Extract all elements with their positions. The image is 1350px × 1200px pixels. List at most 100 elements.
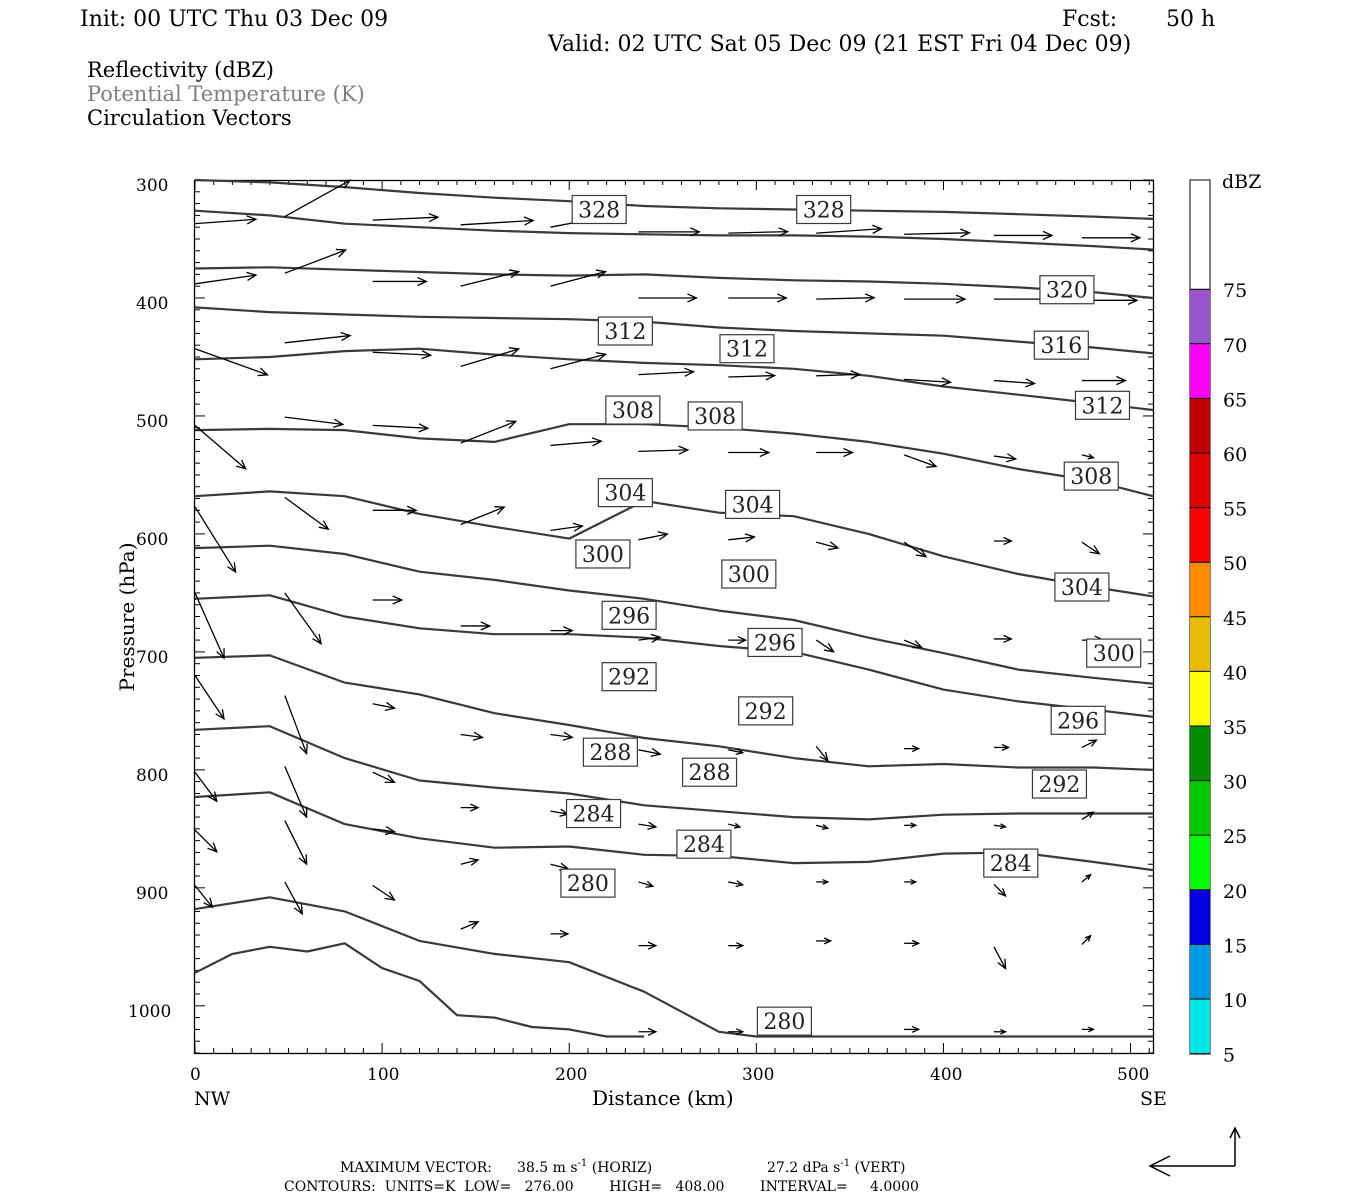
y-tick-700: 700 <box>136 648 168 668</box>
contour-label: 328 <box>571 194 627 225</box>
circulation-vector <box>460 506 506 526</box>
colorbar-label-30: 30 <box>1223 772 1247 794</box>
contour-label: 308 <box>687 401 743 431</box>
svg-text:308: 308 <box>612 399 654 424</box>
circulation-vector <box>728 822 742 829</box>
contour-label: 284 <box>676 829 732 859</box>
colorbar-segment-60 <box>1190 398 1210 453</box>
max-vector-horiz: 38.5 m s-1 (HORIZ) <box>517 1158 652 1176</box>
circulation-vector <box>284 766 308 819</box>
circulation-vector <box>1081 375 1127 386</box>
colorbar-label-35: 35 <box>1223 717 1247 739</box>
svg-text:316: 316 <box>1040 334 1082 359</box>
circulation-vector <box>372 701 397 711</box>
init-time: Init: 00 UTC Thu 03 Dec 09 <box>80 7 388 32</box>
contour-label: 292 <box>1031 769 1088 799</box>
contour-label: 280 <box>756 1006 812 1036</box>
circulation-vector <box>1081 541 1101 555</box>
circulation-vector <box>728 1028 745 1036</box>
y-tick-300: 300 <box>136 176 168 196</box>
svg-text:288: 288 <box>689 761 731 786</box>
colorbar-label-50: 50 <box>1223 553 1247 575</box>
svg-text:284: 284 <box>573 803 615 828</box>
circulation-vector <box>284 592 322 645</box>
circulation-vector <box>460 731 485 741</box>
circulation-vector <box>904 822 918 829</box>
circulation-vector <box>284 331 352 344</box>
circulation-vector <box>904 878 918 885</box>
isentrope-296 <box>194 594 1154 718</box>
circulation-vector <box>194 592 225 660</box>
circulation-vector <box>816 878 830 885</box>
svg-text:296: 296 <box>754 631 796 656</box>
circulation-vector <box>638 293 699 303</box>
colorbar-label-20: 20 <box>1223 881 1247 903</box>
circulation-vector <box>194 771 218 803</box>
circulation-vector <box>993 536 1013 546</box>
circulation-vector <box>638 531 670 541</box>
circulation-vector <box>816 937 833 945</box>
colorbar-segment-40 <box>1190 616 1210 672</box>
circulation-vector <box>194 348 269 377</box>
circulation-vector <box>638 633 662 643</box>
isentrope-320 <box>194 266 1154 300</box>
circulation-vector <box>550 929 570 938</box>
colorbar-label-55: 55 <box>1223 499 1247 521</box>
svg-text:312: 312 <box>1081 394 1123 419</box>
colorbar-segment-50 <box>1190 507 1210 563</box>
circulation-vector <box>993 743 1011 751</box>
isentrope-300 <box>194 544 1154 685</box>
circulation-vector <box>284 881 303 916</box>
circulation-vector <box>194 506 237 574</box>
contour-label: 312 <box>597 316 653 346</box>
circulation-vector <box>903 639 924 649</box>
colorbar-segment-45 <box>1190 562 1210 617</box>
svg-text:308: 308 <box>694 405 736 430</box>
y-tick-400: 400 <box>136 294 168 314</box>
circulation-vector <box>728 635 748 645</box>
colorbar-segment-30 <box>1190 726 1210 781</box>
contour-label: 328 <box>796 194 852 225</box>
circulation-vector <box>372 276 428 287</box>
x-tick-200: 200 <box>555 1065 587 1085</box>
valid-time: Valid: 02 UTC Sat 05 Dec 09 (21 EST Fri … <box>547 32 1131 57</box>
contour-label: 292 <box>738 696 794 726</box>
svg-text:292: 292 <box>608 666 650 691</box>
circulation-vector <box>993 1028 1008 1035</box>
circulation-vector <box>816 370 862 380</box>
circulation-vector <box>904 294 967 304</box>
svg-text:304: 304 <box>1061 576 1103 601</box>
contour-label: 288 <box>681 757 738 787</box>
isentrope-312 <box>194 347 1154 412</box>
x-tick-300: 300 <box>742 1065 774 1085</box>
plot-frame <box>193 179 1155 1055</box>
contour-label: 284 <box>565 798 622 829</box>
y-tick-500: 500 <box>136 412 168 432</box>
circulation-vector <box>638 941 658 950</box>
isentrope-328 <box>194 178 1154 220</box>
circulation-vector <box>1081 811 1095 820</box>
colorbar-segment-10 <box>1190 944 1210 999</box>
circulation-vector <box>638 880 655 888</box>
contour-label: 316 <box>1033 330 1089 360</box>
svg-text:300: 300 <box>1093 642 1135 667</box>
circulation-vector <box>638 821 658 830</box>
circulation-vector <box>816 541 840 551</box>
circulation-vector <box>728 227 790 237</box>
circulation-vector <box>904 377 953 387</box>
circulation-vector <box>372 595 404 605</box>
svg-text:292: 292 <box>745 700 787 725</box>
svg-text:312: 312 <box>604 320 646 345</box>
field-vectors-label: Circulation Vectors <box>87 106 292 130</box>
svg-text:292: 292 <box>1038 773 1080 798</box>
colorbar-label-60: 60 <box>1223 444 1247 466</box>
x-axis-label: Distance (km) <box>592 1086 734 1110</box>
contour-label: 288 <box>582 737 638 767</box>
contour-label: 300 <box>1086 638 1142 668</box>
isentrope-288 <box>194 725 1153 821</box>
field-theta-label: Potential Temperature (K) <box>87 82 365 106</box>
circulation-vector <box>728 293 788 303</box>
circulation-vector <box>638 367 696 377</box>
contour-label: 300 <box>721 559 777 589</box>
circulation-vector <box>728 747 745 755</box>
